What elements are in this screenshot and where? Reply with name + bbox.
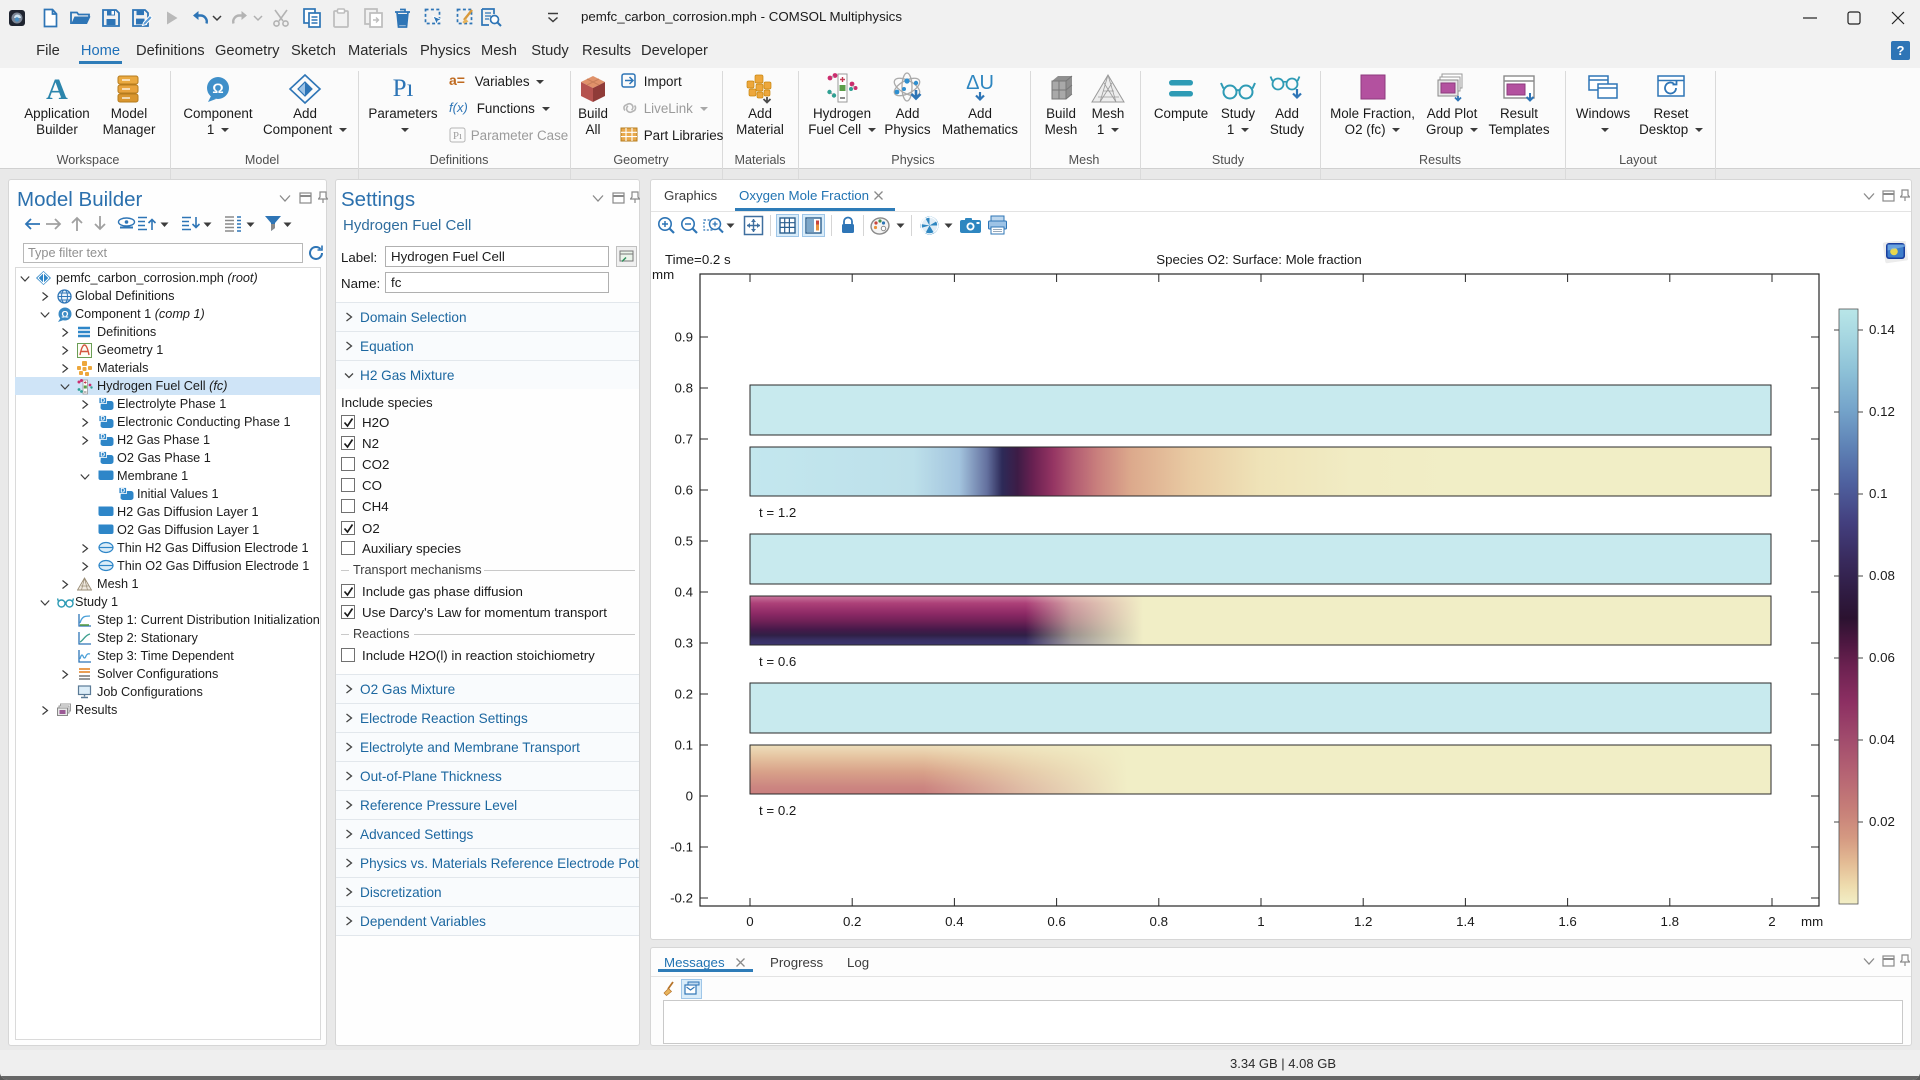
svg-text:1.4: 1.4 bbox=[1456, 914, 1475, 929]
svg-text:2: 2 bbox=[1768, 914, 1775, 929]
svg-text:Time=0.2 s: Time=0.2 s bbox=[665, 252, 731, 267]
svg-text:Ω: Ω bbox=[61, 310, 68, 320]
svg-text:1.8: 1.8 bbox=[1661, 914, 1680, 929]
svg-text:-0.2: -0.2 bbox=[670, 891, 693, 906]
svg-text:f(x): f(x) bbox=[449, 100, 468, 115]
svg-text:0.9: 0.9 bbox=[675, 330, 694, 345]
svg-text:Ω: Ω bbox=[212, 80, 223, 96]
svg-text:D: D bbox=[100, 398, 105, 405]
svg-text:0.5: 0.5 bbox=[675, 534, 694, 549]
svg-text:0.8: 0.8 bbox=[1150, 914, 1169, 929]
svg-text:0.1: 0.1 bbox=[675, 738, 694, 753]
svg-text:t = 1.2: t = 1.2 bbox=[759, 505, 796, 520]
svg-text:0.7: 0.7 bbox=[675, 432, 694, 447]
svg-text:0.6: 0.6 bbox=[1047, 914, 1066, 929]
svg-text:0.2: 0.2 bbox=[675, 687, 694, 702]
svg-text:0.04: 0.04 bbox=[1869, 732, 1895, 747]
svg-text:D: D bbox=[100, 452, 105, 459]
svg-text:0.4: 0.4 bbox=[675, 585, 694, 600]
svg-text:A: A bbox=[46, 73, 68, 105]
svg-text:0.14: 0.14 bbox=[1869, 322, 1895, 337]
svg-text:0: 0 bbox=[746, 914, 753, 929]
svg-text:mm: mm bbox=[1801, 914, 1823, 929]
svg-text:0.6: 0.6 bbox=[675, 483, 694, 498]
svg-text:0.08: 0.08 bbox=[1869, 568, 1895, 583]
svg-text:0: 0 bbox=[686, 789, 693, 804]
svg-text:D: D bbox=[100, 416, 105, 423]
svg-text:a=: a= bbox=[449, 73, 465, 88]
svg-text:D: D bbox=[100, 434, 105, 441]
svg-text:1.2: 1.2 bbox=[1354, 914, 1373, 929]
svg-text:1: 1 bbox=[1257, 914, 1264, 929]
svg-text:Pı: Pı bbox=[393, 75, 414, 102]
svg-text:-0.1: -0.1 bbox=[670, 840, 693, 855]
svg-text:0.2: 0.2 bbox=[843, 914, 862, 929]
svg-text:0.3: 0.3 bbox=[675, 636, 694, 651]
svg-text:Species O2: Surface: Mole frac: Species O2: Surface: Mole fraction bbox=[1156, 252, 1361, 267]
svg-text:Pı: Pı bbox=[453, 130, 462, 142]
svg-text:t = 0.2: t = 0.2 bbox=[759, 803, 796, 818]
svg-text:t = 0.6: t = 0.6 bbox=[759, 654, 796, 669]
svg-text:0.06: 0.06 bbox=[1869, 650, 1895, 665]
svg-text:D: D bbox=[120, 488, 125, 495]
svg-text:0.12: 0.12 bbox=[1869, 404, 1895, 419]
svg-text:0.8: 0.8 bbox=[675, 381, 694, 396]
svg-text:mm: mm bbox=[652, 267, 674, 282]
svg-text:0.02: 0.02 bbox=[1869, 814, 1895, 829]
svg-text:1.6: 1.6 bbox=[1558, 914, 1577, 929]
svg-text:ΔU: ΔU bbox=[966, 72, 994, 94]
svg-text:0.4: 0.4 bbox=[945, 914, 964, 929]
svg-text:0.1: 0.1 bbox=[1869, 486, 1888, 501]
